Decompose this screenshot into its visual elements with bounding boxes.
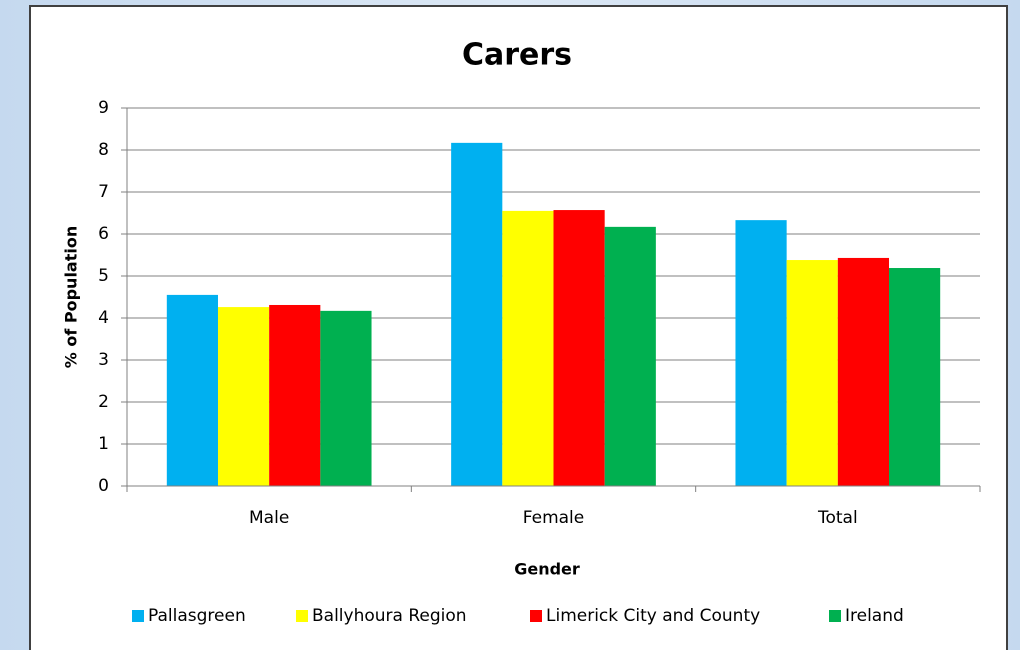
y-tick-label: 9: [98, 98, 109, 118]
legend-swatch: [829, 610, 841, 622]
y-tick-label: 8: [98, 140, 109, 160]
bar: [166, 294, 218, 486]
legend-label: Ireland: [845, 606, 904, 626]
bar: [889, 268, 941, 486]
legend-label: Pallasgreen: [148, 606, 246, 626]
x-axis-label: Gender: [514, 560, 580, 579]
legend-swatch: [530, 610, 542, 622]
y-tick-label: 7: [98, 182, 109, 202]
y-tick-label: 5: [98, 266, 109, 286]
legend-swatch: [296, 610, 308, 622]
bar: [451, 142, 503, 487]
y-tick-label: 0: [98, 476, 109, 496]
y-axis-label: % of Population: [62, 226, 81, 368]
legend-label: Ballyhoura Region: [312, 606, 467, 626]
chart-title: Carers: [462, 38, 572, 73]
bar: [217, 307, 270, 486]
bar: [320, 310, 372, 486]
x-tick-label: Female: [523, 508, 584, 528]
x-tick-label: Male: [249, 508, 289, 528]
x-tick-label: Total: [817, 508, 858, 528]
bar: [786, 260, 838, 486]
bar: [502, 210, 554, 486]
bar: [269, 304, 321, 486]
bar: [604, 226, 656, 487]
legend-label: Limerick City and County: [546, 606, 760, 626]
y-tick-label: 4: [98, 308, 109, 328]
bar: [735, 220, 787, 486]
y-tick-label: 3: [98, 350, 109, 370]
y-tick-label: 2: [98, 392, 109, 412]
y-tick-label: 1: [98, 434, 109, 454]
bar: [553, 210, 605, 486]
legend-swatch: [132, 610, 144, 622]
bar: [837, 257, 890, 486]
y-tick-label: 6: [98, 224, 109, 244]
